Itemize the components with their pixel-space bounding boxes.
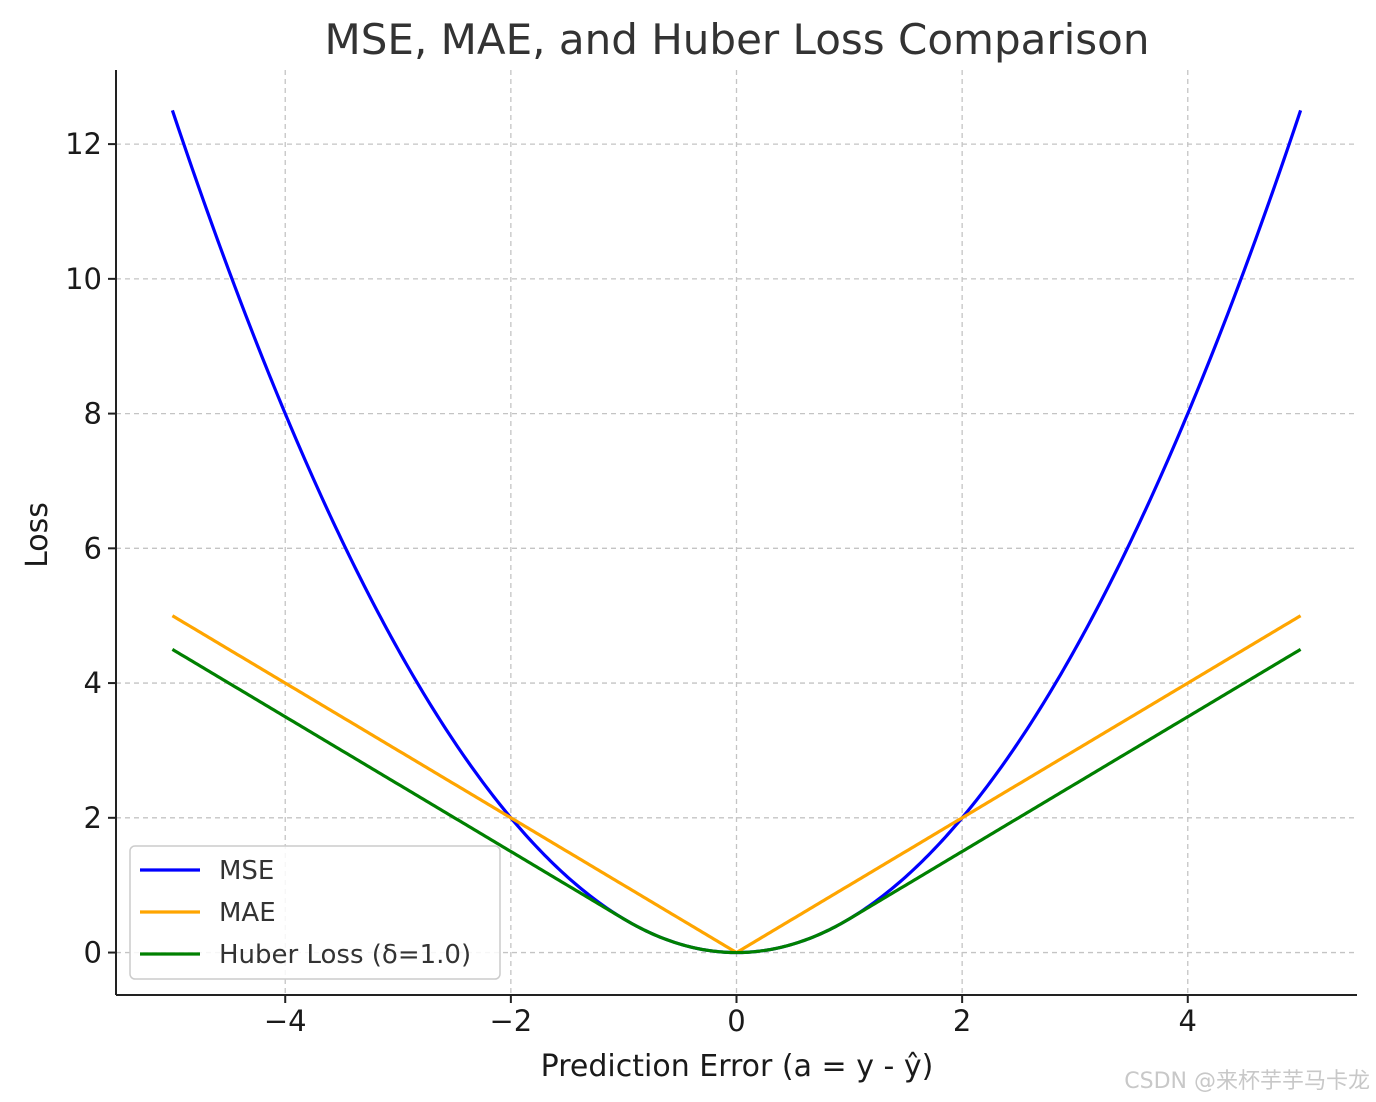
x-tick-label: 4 <box>1179 1004 1197 1038</box>
y-tick-label: 4 <box>84 666 102 700</box>
series-lines <box>170 109 1303 955</box>
series-line-huber-loss <box>171 648 1302 955</box>
legend-frame <box>129 845 501 980</box>
y-axis-label: Loss <box>20 502 55 568</box>
ticks: −4 −2 0 2 4 0 2 4 6 8 10 12 <box>65 127 1197 1038</box>
x-tick-label: −4 <box>264 1004 307 1038</box>
y-tick-label: 10 <box>65 262 102 296</box>
watermark-text: CSDN @来杯芋芋马卡龙 <box>1124 1069 1370 1094</box>
x-axis-label: Prediction Error (a = y - ŷ) <box>541 1049 934 1084</box>
y-tick-label: 0 <box>84 936 102 970</box>
grid <box>116 70 1357 995</box>
x-tick-label: 2 <box>953 1004 971 1038</box>
y-tick-label: 8 <box>84 397 102 431</box>
legend-label-huber-loss: Huber Loss (δ=1.0) <box>219 940 471 970</box>
legend: MSE MAE Huber Loss (δ=1.0) <box>129 845 501 980</box>
legend-label-mse: MSE <box>219 856 274 886</box>
legend-label-mae: MAE <box>219 898 276 928</box>
x-tick-label: −2 <box>489 1004 532 1038</box>
x-tick-label: 0 <box>727 1004 745 1038</box>
y-tick-label: 6 <box>84 531 102 565</box>
y-tick-label: 12 <box>65 127 102 161</box>
y-tick-label: 2 <box>84 801 102 835</box>
chart-title: MSE, MAE, and Huber Loss Comparison <box>325 15 1150 64</box>
